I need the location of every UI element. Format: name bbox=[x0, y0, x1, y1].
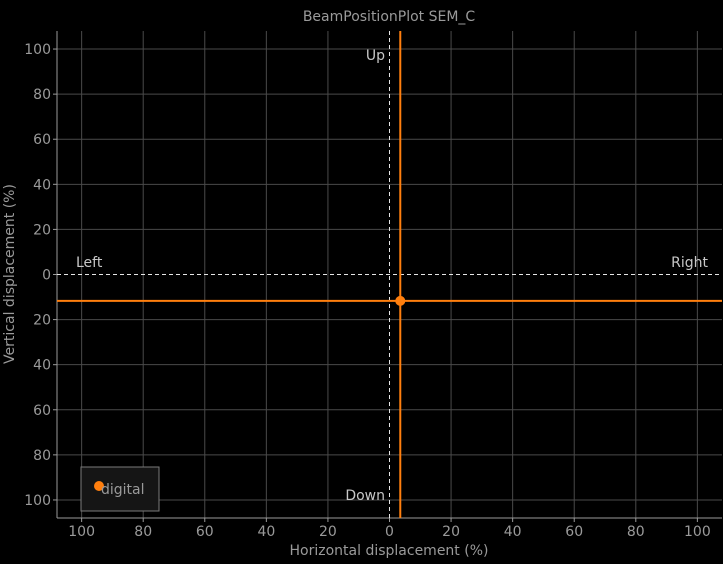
chart-title: BeamPositionPlot SEM_C bbox=[303, 9, 476, 25]
y-tick-label: 80 bbox=[33, 448, 51, 464]
data-point-digital bbox=[395, 295, 406, 306]
y-tick-label: 100 bbox=[24, 493, 51, 509]
legend-marker bbox=[94, 481, 104, 491]
y-tick-label: 100 bbox=[24, 42, 51, 58]
legend-box bbox=[80, 466, 160, 512]
x-tick-label: 100 bbox=[684, 524, 711, 540]
quadrant-label-down: Down bbox=[345, 488, 385, 504]
y-tick-label: 40 bbox=[33, 358, 51, 374]
y-tick-label: 60 bbox=[33, 403, 51, 419]
x-tick-label: 100 bbox=[68, 524, 95, 540]
y-tick-label: 80 bbox=[33, 87, 51, 103]
y-tick-label: 40 bbox=[33, 177, 51, 193]
x-tick-label: 20 bbox=[319, 524, 337, 540]
y-tick-label: 60 bbox=[33, 132, 51, 148]
y-axis-label: Vertical displacement (%) bbox=[2, 184, 18, 364]
y-tick-label: 0 bbox=[42, 268, 51, 284]
x-tick-label: 80 bbox=[627, 524, 645, 540]
x-tick-label: 80 bbox=[134, 524, 152, 540]
x-tick-label: 20 bbox=[442, 524, 460, 540]
data-layer bbox=[57, 31, 722, 518]
x-tick-label: 60 bbox=[196, 524, 214, 540]
x-tick-label: 60 bbox=[565, 524, 583, 540]
quadrant-label-left: Left bbox=[76, 255, 103, 271]
x-tick-label: 40 bbox=[257, 524, 275, 540]
x-tick-label: 0 bbox=[385, 524, 394, 540]
quadrant-label-right: Right bbox=[671, 255, 708, 271]
legend: digital bbox=[80, 466, 160, 512]
legend-label-digital: digital bbox=[101, 482, 145, 498]
y-tick-label: 20 bbox=[33, 313, 51, 329]
y-tick-label: 20 bbox=[33, 222, 51, 238]
tick-labels: 100 80 60 40 20 0 20 40 60 80 100 100 80 60 40 20 0 20 40 6… bbox=[24, 42, 710, 540]
x-tick-label: 40 bbox=[504, 524, 522, 540]
quadrant-label-up: Up bbox=[366, 48, 385, 64]
x-axis-label: Horizontal displacement (%) bbox=[290, 543, 489, 559]
reference-lines bbox=[57, 31, 722, 518]
